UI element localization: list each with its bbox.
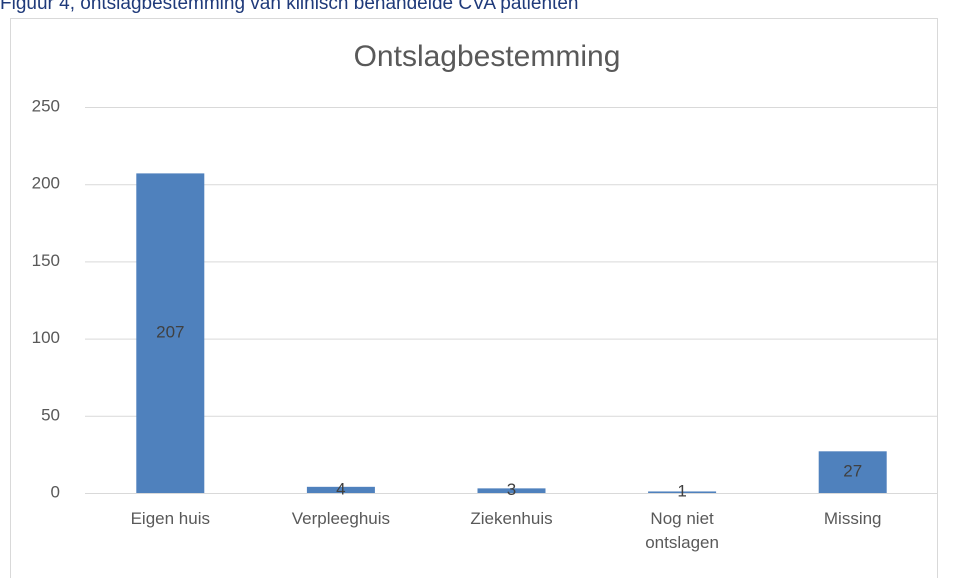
x-tick-label: Missing: [823, 509, 882, 528]
data-label: 3: [507, 480, 516, 499]
y-tick-label: 0: [51, 482, 60, 501]
y-tick-label: 100: [32, 328, 60, 347]
bar: [477, 488, 546, 493]
data-label: 27: [843, 462, 862, 481]
x-tick-label-box: Nog niet ontslagen: [645, 509, 719, 552]
x-tick-label: Ziekenhuis: [470, 509, 553, 528]
y-tick-label: 50: [41, 405, 60, 424]
chart-title: Ontslagbestemming: [354, 40, 621, 73]
y-tick-label: 250: [32, 96, 60, 115]
data-label: 207: [156, 323, 184, 342]
chart-frame: [10, 18, 938, 578]
bar: [136, 173, 205, 493]
bar: [818, 451, 887, 493]
x-tick-label-box: Ziekenhuis: [470, 509, 553, 528]
x-tick-label-box: Missing: [823, 509, 882, 528]
x-tick-label: Nog niet ontslagen: [645, 509, 719, 552]
x-tick-label-box: Verpleeghuis: [291, 509, 391, 528]
bar: [648, 491, 717, 493]
x-tick-label: Verpleeghuis: [291, 509, 391, 528]
x-tick-label: Eigen huis: [130, 509, 210, 528]
caption: Figuur 4, ontslagbestemming van klinisch…: [0, 0, 578, 14]
x-tick-label-box: Eigen huis: [130, 509, 210, 528]
y-tick-label: 200: [32, 174, 60, 193]
data-label: 4: [336, 479, 345, 498]
data-label: 1: [677, 482, 686, 501]
bar: [306, 486, 375, 493]
y-tick-label: 150: [32, 251, 60, 270]
